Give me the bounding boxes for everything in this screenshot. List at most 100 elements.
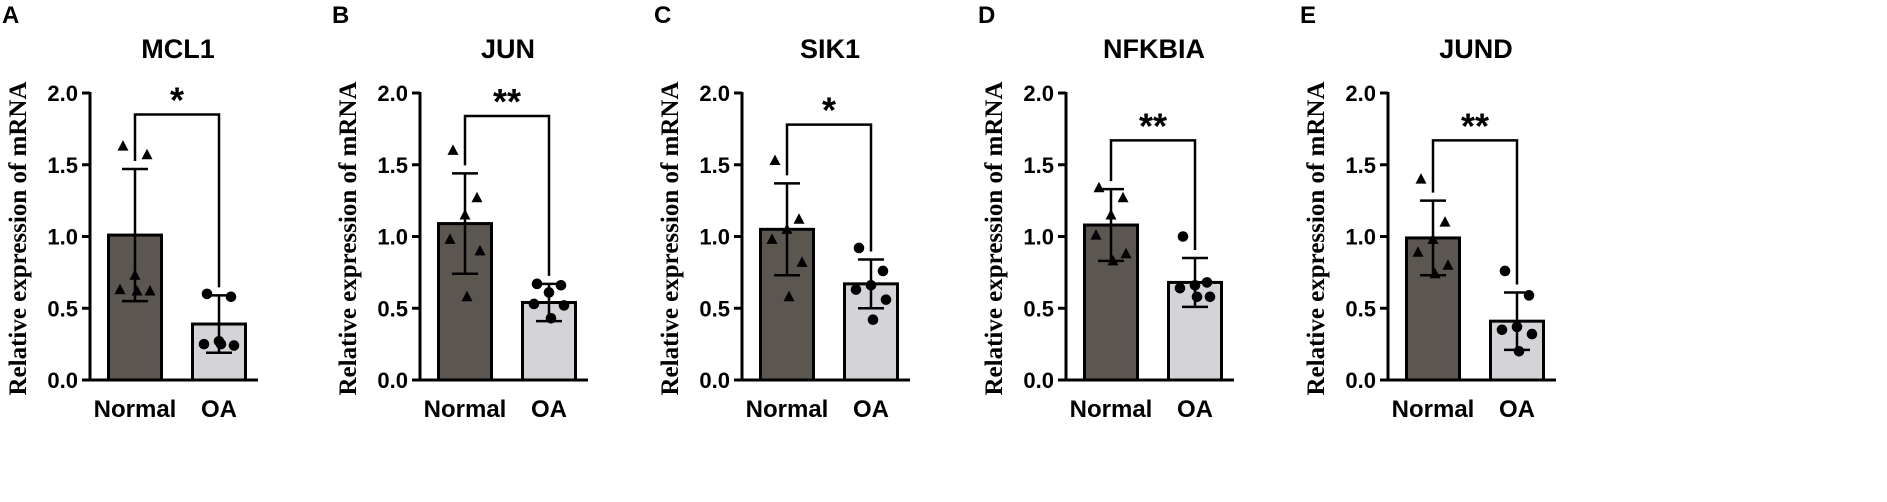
- chart-title: NFKBIA: [1103, 34, 1205, 64]
- data-point-circle: [1499, 265, 1511, 277]
- significance-bracket: [1431, 139, 1519, 285]
- data-point-triangle: [781, 223, 793, 234]
- significance-bracket: [785, 123, 873, 252]
- data-point-triangle: [141, 148, 153, 160]
- data-point-circle: [198, 338, 210, 350]
- data-point-circle: [558, 300, 570, 311]
- y-tick-label: 1.5: [1345, 153, 1376, 178]
- significance-bracket: [1109, 139, 1197, 251]
- data-point-circle: [1511, 321, 1523, 333]
- panel-d: D NFKBIA Relative expression of mRNA 0.0 0.5…: [978, 2, 1234, 423]
- y-tick-label: 1.5: [1023, 153, 1054, 178]
- significance-marker: *: [170, 80, 184, 121]
- data-point-triangle: [1093, 181, 1105, 193]
- chart-title: SIK1: [800, 34, 860, 64]
- data-point-circle: [853, 242, 865, 254]
- y-tick-label: 0.5: [47, 296, 78, 321]
- y-tick-label: 2.0: [1345, 81, 1376, 106]
- x-tick-label: OA: [201, 396, 237, 423]
- chart-title: MCL1: [141, 34, 215, 64]
- data-point-circle: [1174, 282, 1186, 294]
- data-point-triangle: [459, 208, 471, 220]
- panel-e: E JUND Relative expression of mRNA 0.0 0.5 1.…: [1300, 2, 1556, 423]
- data-point-triangle: [1090, 229, 1102, 240]
- data-point-triangle: [471, 191, 483, 203]
- y-tick-label: 0.5: [1345, 296, 1376, 321]
- data-point-triangle: [766, 233, 778, 244]
- data-point-circle: [1201, 277, 1213, 288]
- data-point-circle: [1526, 328, 1538, 340]
- data-point-circle: [215, 338, 227, 350]
- y-tick-label: 2.0: [377, 81, 408, 106]
- data-point-circle: [1189, 279, 1201, 291]
- panel-letter: C: [654, 2, 671, 29]
- data-point-circle: [543, 287, 555, 298]
- y-tick-label: 1.5: [699, 153, 730, 178]
- data-point-triangle: [444, 233, 456, 244]
- data-point-triangle: [1442, 259, 1454, 270]
- data-point-triangle: [1412, 246, 1424, 257]
- data-point-triangle: [783, 290, 795, 302]
- data-point-circle: [1177, 231, 1189, 242]
- x-tick-label: Normal: [1070, 396, 1153, 423]
- data-point-circle: [1513, 346, 1525, 357]
- x-tick-label: OA: [1177, 396, 1213, 423]
- data-point-triangle: [144, 285, 156, 296]
- data-point-triangle: [114, 283, 126, 295]
- data-point-circle: [850, 284, 862, 295]
- data-point-circle: [865, 279, 877, 291]
- panel-letter: A: [2, 2, 19, 29]
- y-tick-label: 1.0: [47, 225, 78, 250]
- y-tick-label: 0.0: [47, 368, 78, 393]
- data-point-circle: [867, 314, 879, 326]
- data-point-triangle: [117, 140, 129, 151]
- significance-bracket: [133, 113, 221, 288]
- y-axis-label: Relative expression of mRNA: [335, 81, 362, 395]
- y-tick-label: 1.0: [1023, 225, 1054, 250]
- data-point-circle: [201, 288, 213, 300]
- data-point-triangle: [1427, 233, 1439, 244]
- y-tick-label: 2.0: [1023, 81, 1054, 106]
- y-tick-label: 1.5: [377, 153, 408, 178]
- data-point-triangle: [1105, 208, 1117, 220]
- data-point-triangle: [1120, 247, 1132, 259]
- chart-title: JUND: [1439, 34, 1513, 64]
- x-tick-label: OA: [853, 396, 889, 423]
- significance-marker: *: [822, 90, 836, 131]
- data-point-circle: [531, 278, 543, 290]
- y-tick-label: 1.0: [377, 225, 408, 250]
- data-point-circle: [555, 279, 567, 291]
- data-point-triangle: [1439, 216, 1451, 227]
- data-point-circle: [877, 265, 889, 277]
- y-axis-label: Relative expression of mRNA: [981, 81, 1008, 395]
- data-point-circle: [545, 312, 557, 324]
- data-point-circle: [880, 294, 892, 305]
- y-tick-label: 1.0: [1345, 225, 1376, 250]
- y-tick-label: 0.5: [1023, 296, 1054, 321]
- data-point-circle: [1204, 291, 1216, 303]
- panel-letter: D: [978, 2, 995, 29]
- x-tick-label: Normal: [94, 396, 177, 423]
- data-point-triangle: [474, 244, 486, 256]
- y-axis-label: Relative expression of mRNA: [1303, 81, 1330, 395]
- data-point-triangle: [793, 213, 805, 224]
- data-point-circle: [528, 298, 540, 310]
- x-tick-label: Normal: [746, 396, 829, 423]
- data-point-triangle: [1117, 191, 1129, 203]
- y-tick-label: 0.0: [377, 368, 408, 393]
- data-point-circle: [1523, 290, 1535, 301]
- data-point-triangle: [461, 290, 473, 302]
- panel-c: C SIK1 Relative expression of mRNA 0.0 0.5 1.…: [654, 2, 910, 423]
- data-point-triangle: [129, 269, 141, 280]
- y-tick-label: 0.0: [699, 368, 730, 393]
- data-point-triangle: [1107, 254, 1119, 266]
- panel-letter: E: [1300, 2, 1316, 29]
- y-tick-label: 0.0: [1345, 368, 1376, 393]
- panel-b: B JUN Relative expression of mRNA 0.0 0.5 1.0…: [332, 2, 588, 423]
- y-tick-label: 1.5: [47, 153, 78, 178]
- y-tick-label: 1.0: [699, 225, 730, 250]
- data-point-triangle: [796, 256, 808, 267]
- data-point-triangle: [131, 285, 143, 296]
- data-point-circle: [228, 340, 240, 351]
